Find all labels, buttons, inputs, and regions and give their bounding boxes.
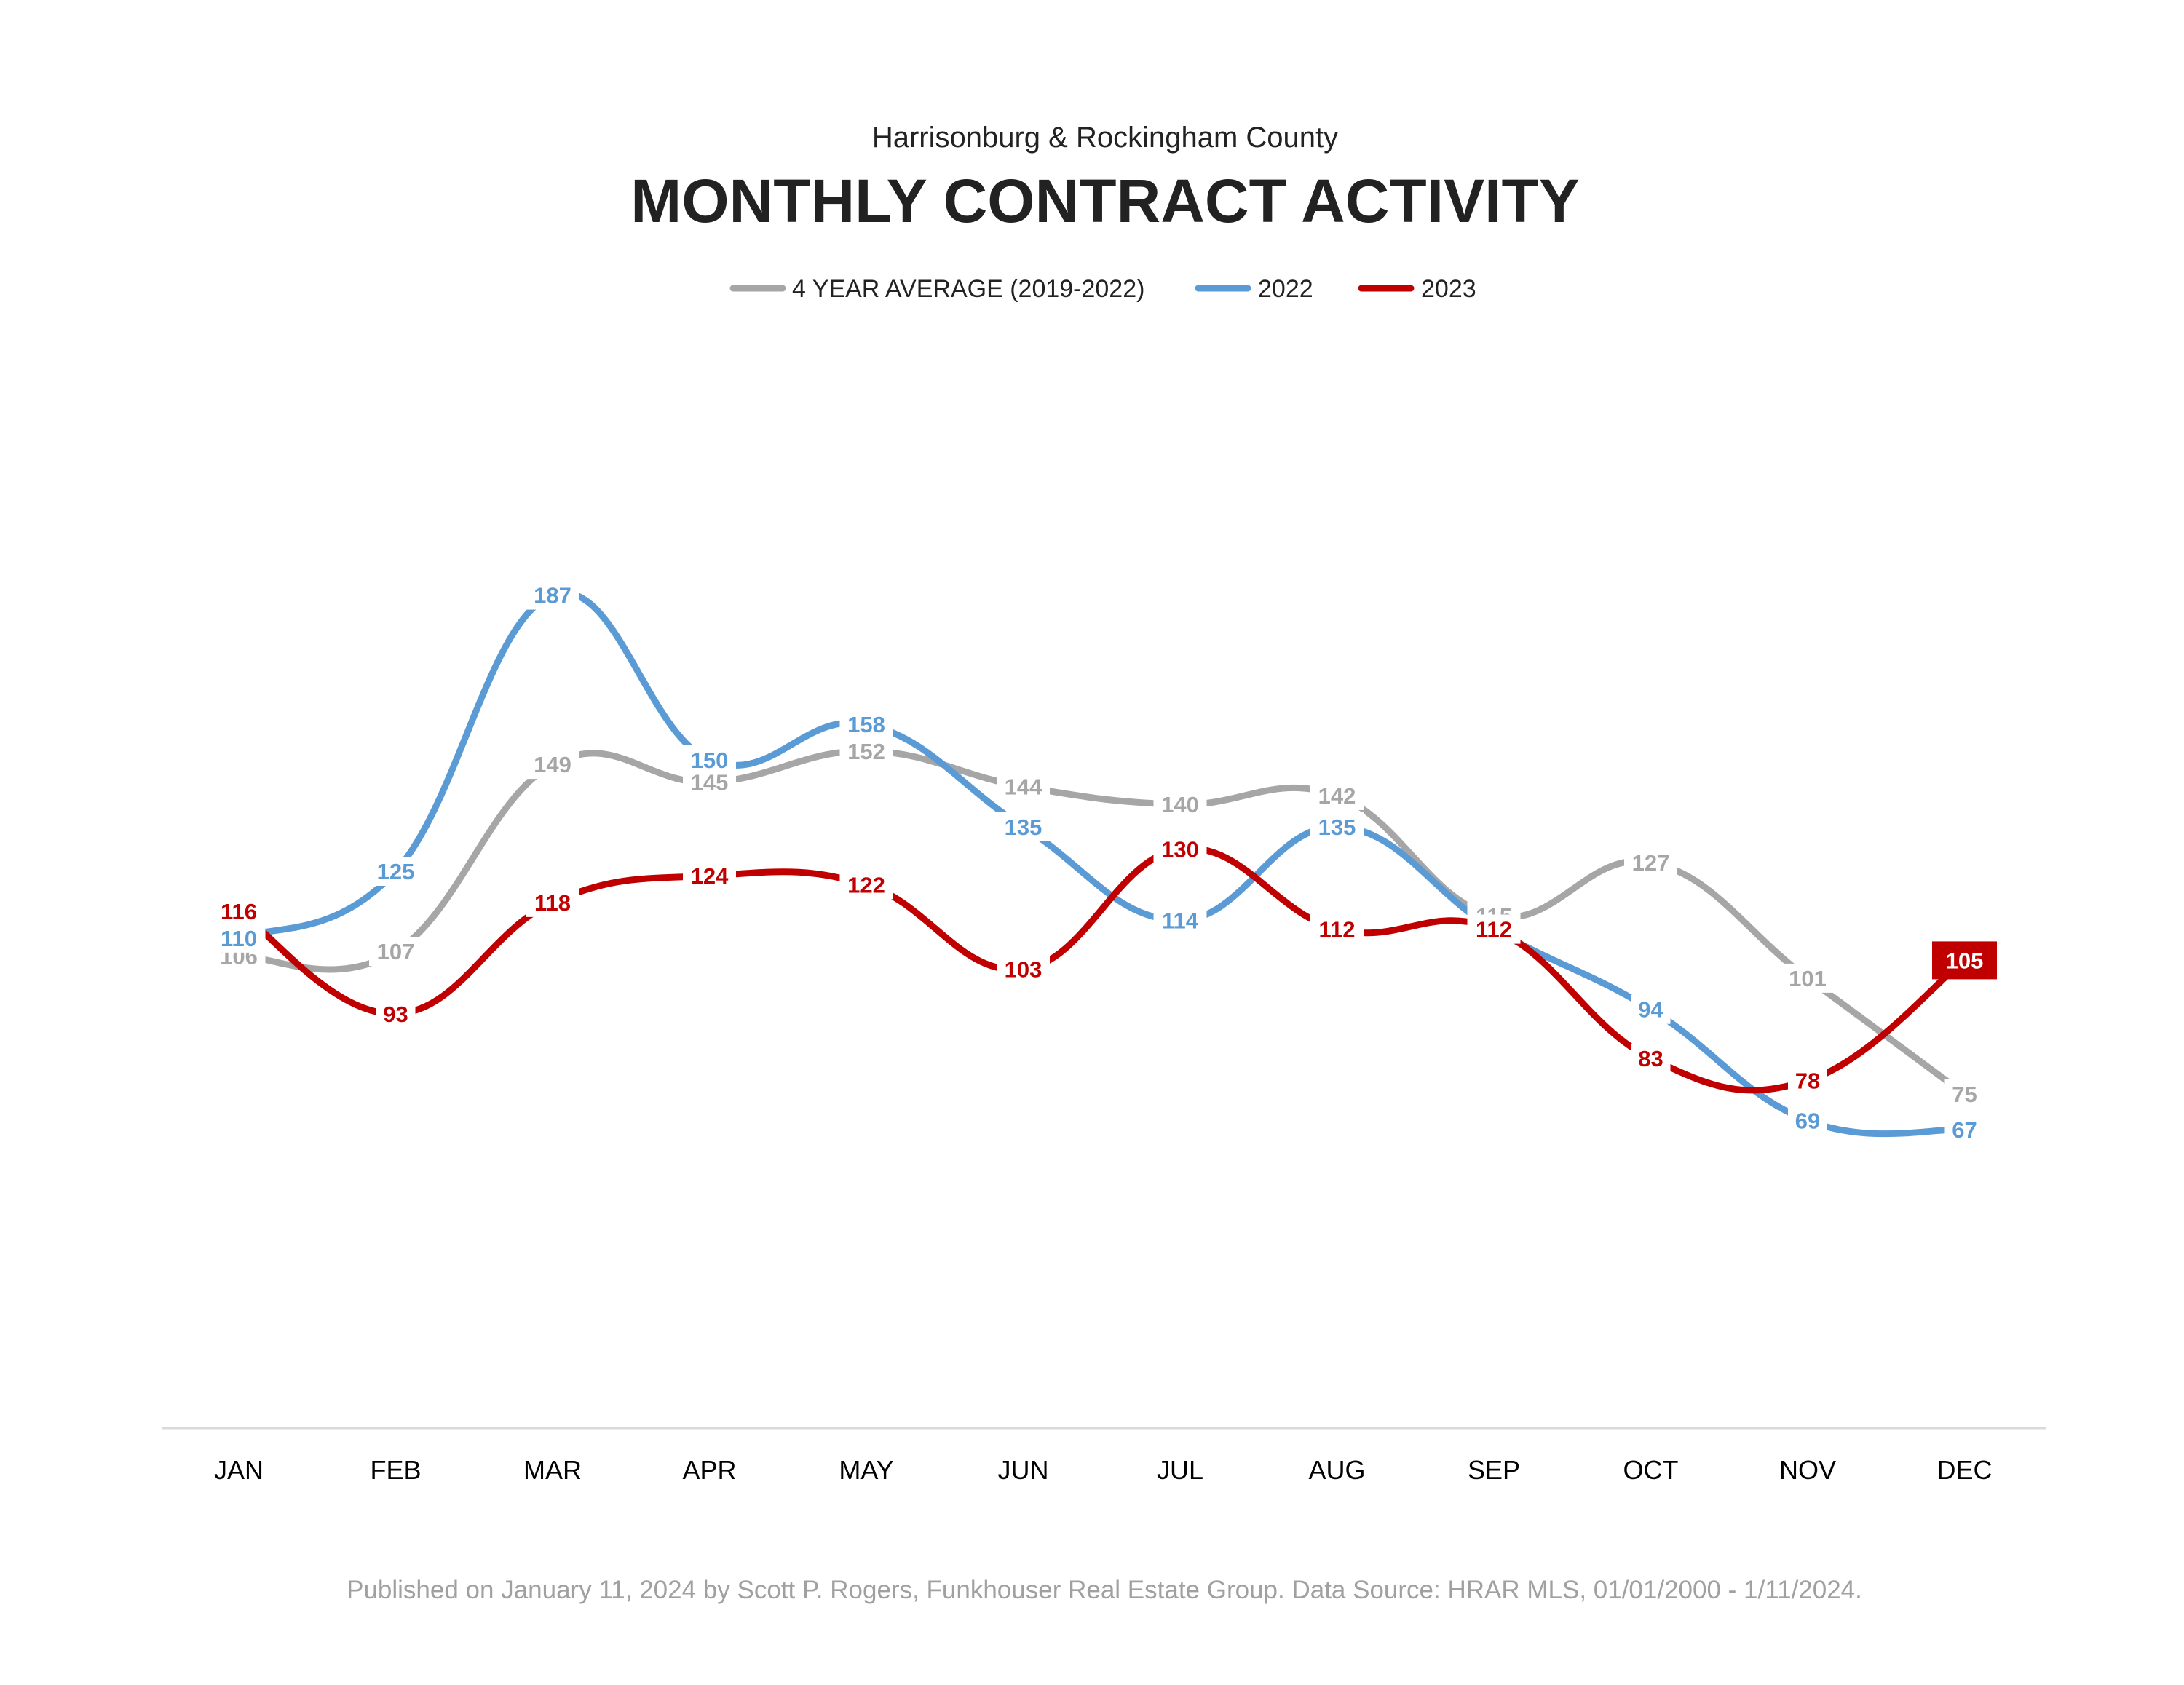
data-label-bg-2023-jun — [997, 954, 1050, 984]
x-tick-dec: DEC — [1936, 1455, 1992, 1485]
data-labels-avg: 10610714914515214414014211512710175 — [212, 736, 1985, 1109]
data-label-bg-2023-apr — [683, 861, 736, 891]
x-tick-oct: OCT — [1623, 1455, 1679, 1485]
data-label-2023-sep: 112 — [1476, 917, 1512, 943]
x-tick-aug: AUG — [1308, 1455, 1365, 1485]
data-label-bg-2023-sep — [1467, 914, 1521, 944]
legend-label-2023: 2023 — [1421, 275, 1476, 303]
data-label-avg-aug: 142 — [1318, 783, 1356, 809]
x-tick-jan: JAN — [214, 1455, 264, 1485]
data-label-bg-2022-feb — [369, 857, 422, 886]
data-label-bg-2022-jun — [997, 812, 1050, 841]
data-label-bg-2023-nov — [1788, 1066, 1827, 1095]
data-label-avg-oct: 127 — [1632, 850, 1670, 876]
chart-title: MONTHLY CONTRACT ACTIVITY — [630, 167, 1580, 235]
data-label-2023-may: 122 — [847, 872, 885, 897]
data-label-2023-jun: 103 — [1005, 957, 1042, 983]
data-label-bg-2022-aug — [1310, 812, 1364, 841]
data-label-bg-2022-jul — [1153, 905, 1207, 935]
data-label-bg-2023-feb — [376, 999, 416, 1028]
data-label-avg-feb: 107 — [377, 939, 415, 964]
data-label-2022-feb: 125 — [377, 859, 415, 884]
data-label-bg-2022-jan — [212, 923, 266, 953]
data-label-2023-apr: 124 — [691, 863, 729, 889]
data-labels-2023: 116 93 118 124 122 103 130 112 112 83 78 105 — [212, 834, 1997, 1095]
data-label-bg-2023-oct — [1631, 1044, 1671, 1074]
data-label-bg-2023-mar — [526, 887, 579, 917]
data-label-bg-avg-aug — [1310, 780, 1364, 810]
legend-item-2022: 2022 — [1195, 275, 1313, 303]
data-label-2022-aug: 135 — [1318, 814, 1356, 840]
x-tick-apr: APR — [682, 1455, 736, 1485]
data-label-bg-2023-aug — [1310, 914, 1364, 944]
data-label-2022-may: 158 — [847, 712, 885, 737]
legend-label-avg: 4 YEAR AVERAGE (2019-2022) — [792, 275, 1144, 303]
data-label-2022-apr: 150 — [691, 748, 729, 773]
x-tick-jul: JUL — [1157, 1455, 1203, 1485]
x-tick-may: MAY — [839, 1455, 893, 1485]
series-line-2022 — [235, 590, 1968, 1138]
data-label-2022-mar: 187 — [534, 583, 571, 608]
data-label-2022-jul: 114 — [1162, 908, 1199, 933]
data-label-bg-avg-oct — [1624, 847, 1677, 877]
data-label-bg-2023-jan — [212, 897, 266, 927]
legend-item-avg: 4 YEAR AVERAGE (2019-2022) — [729, 275, 1144, 303]
data-label-2023-oct: 83 — [1638, 1046, 1663, 1071]
data-label-bg-2023-dec — [1932, 941, 1997, 980]
x-tick-nov: NOV — [1779, 1455, 1836, 1485]
data-label-2022-jan: 110 — [221, 926, 257, 951]
data-label-avg-nov: 101 — [1789, 966, 1827, 991]
x-tick-mar: MAR — [523, 1455, 582, 1485]
x-axis-tick-labels: JAN FEB MAR APR MAY JUN JUL AUG SEP OCT NOV DEC — [214, 1455, 1993, 1485]
legend-item-2023: 2023 — [1358, 275, 1476, 303]
data-label-2023-mar: 118 — [534, 890, 571, 916]
data-label-2023-nov: 78 — [1795, 1069, 1820, 1094]
data-label-2023-jan: 116 — [221, 899, 257, 924]
data-label-bg-avg-dec — [1944, 1079, 1985, 1109]
x-tick-feb: FEB — [370, 1455, 421, 1485]
data-label-bg-2023-jul — [1153, 834, 1207, 864]
data-label-bg-avg-jun — [997, 772, 1050, 801]
x-tick-sep: SEP — [1468, 1455, 1520, 1485]
data-label-bg-2022-mar — [526, 580, 579, 610]
plot-area: 1061071491451521441401421151271017511012… — [212, 580, 1997, 1144]
data-label-avg-mar: 149 — [534, 752, 571, 777]
data-label-avg-jun: 144 — [1005, 774, 1042, 800]
data-label-2022-nov: 69 — [1795, 1109, 1820, 1134]
data-label-bg-2022-apr — [683, 745, 736, 774]
legend-label-2022: 2022 — [1258, 275, 1313, 303]
data-label-2023-dec: 105 — [1946, 948, 1984, 973]
data-label-bg-2022-may — [839, 710, 893, 740]
footer-note: Published on January 11, 2024 by Scott P… — [347, 1576, 1862, 1604]
data-label-2023-aug: 112 — [1318, 917, 1355, 943]
data-label-avg-may: 152 — [847, 739, 885, 764]
data-label-bg-avg-feb — [369, 937, 422, 967]
data-label-bg-2023-may — [839, 870, 893, 900]
data-label-bg-2022-nov — [1788, 1106, 1827, 1135]
data-label-bg-2022-dec — [1944, 1114, 1985, 1144]
data-label-2023-jul: 130 — [1161, 836, 1199, 862]
chart-subtitle: Harrisonburg & Rockingham County — [872, 122, 1338, 154]
legend: 4 YEAR AVERAGE (2019-2022) 2022 2023 — [729, 275, 1476, 303]
data-label-2022-jun: 135 — [1005, 814, 1042, 840]
data-label-2022-oct: 94 — [1638, 997, 1663, 1023]
data-label-bg-avg-may — [839, 736, 893, 766]
data-label-2023-feb: 93 — [383, 1002, 408, 1027]
data-label-avg-dec: 75 — [1952, 1082, 1977, 1107]
data-label-bg-avg-jul — [1153, 790, 1207, 820]
series-line-avg — [235, 748, 1968, 1098]
data-label-bg-avg-nov — [1781, 963, 1835, 993]
data-label-bg-2022-oct — [1631, 994, 1671, 1024]
data-label-2022-dec: 67 — [1952, 1117, 1977, 1143]
data-label-bg-avg-mar — [526, 750, 579, 780]
x-tick-jun: JUN — [998, 1455, 1049, 1485]
data-label-avg-jul: 140 — [1161, 792, 1199, 817]
